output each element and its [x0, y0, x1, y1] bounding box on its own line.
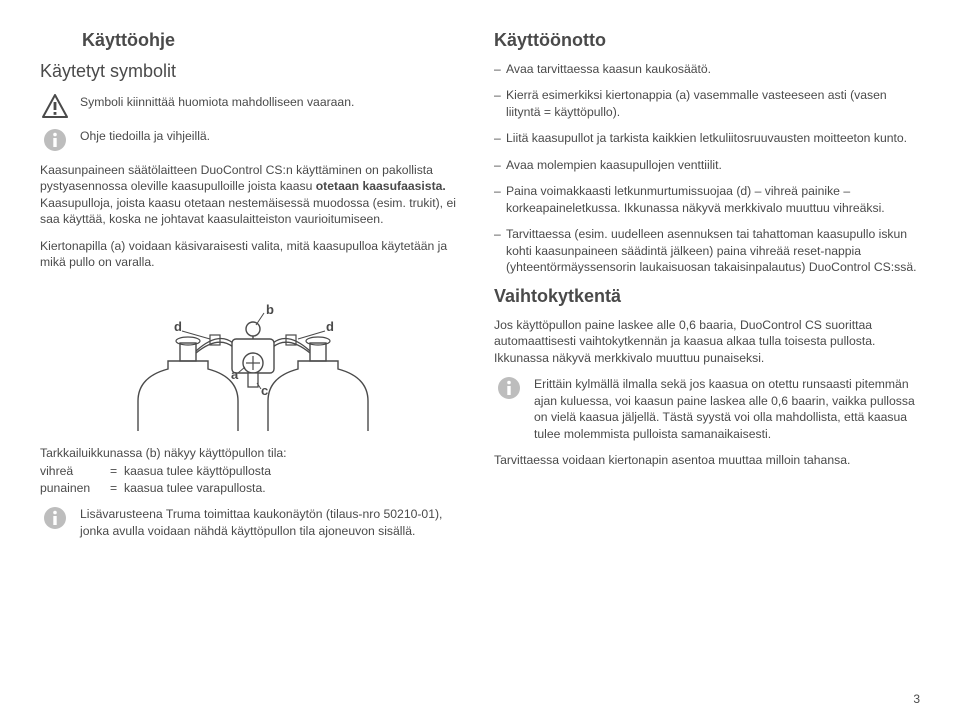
svg-text:c: c — [261, 383, 268, 398]
list-item: Paina voimakkaasti letkunmurtumissuojaa … — [494, 183, 920, 216]
svg-text:a: a — [231, 367, 239, 382]
status-green: vihreä = kaasua tulee käyttöpullosta — [40, 463, 466, 479]
info-row-2: Lisävarusteena Truma toimittaa kaukonäyt… — [40, 506, 466, 539]
svg-text:b: b — [266, 302, 274, 317]
warning-row: Symboli kiinnittää huomiota mahdolliseen… — [40, 94, 466, 118]
warning-icon — [40, 94, 70, 118]
info-text-1: Ohje tiedoilla ja vihjeillä. — [80, 128, 466, 144]
info-row-3: Erittäin kylmällä ilmalla sekä jos kaasu… — [494, 376, 920, 442]
switch-para: Jos käyttöpullon paine laskee alle 0,6 b… — [494, 317, 920, 366]
commissioning-list: Avaa tarvittaessa kaasun kaukosäätö. Kie… — [494, 61, 920, 276]
svg-text:d: d — [326, 319, 334, 334]
info-icon — [494, 376, 524, 400]
warning-text: Symboli kiinnittää huomiota mahdolliseen… — [80, 94, 466, 110]
list-item: Liitä kaasupullot ja tarkista kaikkien l… — [494, 130, 920, 146]
info-icon — [40, 128, 70, 152]
list-item: Tarvittaessa (esim. uudelleen asennuksen… — [494, 226, 920, 275]
status-caption: Tarkkailuikkunassa (b) näkyy käyttöpullo… — [40, 445, 466, 461]
svg-text:d: d — [174, 319, 182, 334]
status-red: punainen = kaasua tulee varapullosta. — [40, 480, 466, 496]
last-para: Tarvittaessa voidaan kiertonapin asentoa… — [494, 452, 920, 468]
list-item: Avaa tarvittaessa kaasun kaukosäätö. — [494, 61, 920, 77]
info-text-3: Erittäin kylmällä ilmalla sekä jos kaasu… — [534, 376, 920, 442]
switch-title: Vaihtokytkentä — [494, 286, 920, 307]
commissioning-title: Käyttöönotto — [494, 30, 920, 51]
page-number: 3 — [913, 692, 920, 706]
symbols-title: Käytetyt symbolit — [40, 61, 466, 82]
info-icon — [40, 506, 70, 530]
info-row-1: Ohje tiedoilla ja vihjeillä. — [40, 128, 466, 152]
info-text-2: Lisävarusteena Truma toimittaa kaukonäyt… — [80, 506, 466, 539]
para-intro: Kaasunpaineen säätölaitteen DuoControl C… — [40, 162, 466, 228]
para-knob: Kiertonapilla (a) voidaan käsivaraisesti… — [40, 238, 466, 271]
list-item: Kierrä esimerkiksi kiertonappia (a) vase… — [494, 87, 920, 120]
list-item: Avaa molempien kaasupullojen venttiilit. — [494, 157, 920, 173]
manual-title: Käyttöohje — [82, 30, 466, 51]
valve-diagram: b d d a c — [40, 281, 466, 431]
